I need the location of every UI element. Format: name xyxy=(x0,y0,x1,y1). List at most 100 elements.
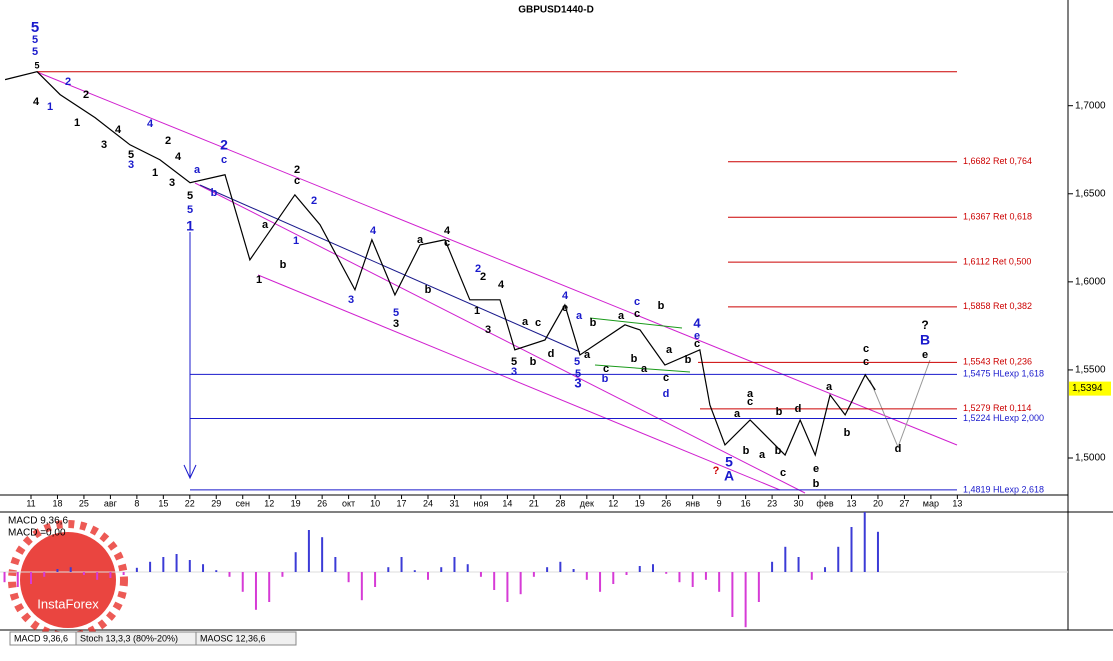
wave-label: 5 xyxy=(34,60,39,70)
x-tick-label: 13 xyxy=(846,498,856,508)
x-tick-label: 24 xyxy=(423,498,433,508)
wave-label: a xyxy=(618,310,625,322)
wave-label: c xyxy=(663,372,669,384)
wave-label: a xyxy=(194,164,201,176)
x-tick-label: 20 xyxy=(873,498,883,508)
wave-label: 3 xyxy=(348,294,354,306)
wave-label: 1 xyxy=(186,218,194,234)
wave-label: b xyxy=(211,187,218,199)
x-tick-label: 17 xyxy=(397,498,407,508)
wave-label: c xyxy=(863,343,869,355)
wave-label: b xyxy=(590,317,597,329)
tabs: MACD 9,36,6 Stoch 13,3,3 (80%-20%) MAOSC 1… xyxy=(9,631,297,646)
wave-label: 1 xyxy=(152,167,158,179)
wave-label: 4 xyxy=(147,118,154,130)
x-tick-label: 19 xyxy=(635,498,645,508)
wave-label: B xyxy=(920,332,930,348)
wave-label: c xyxy=(535,317,541,329)
trend-line xyxy=(199,184,581,353)
level-label: 1,6112 Ret 0,500 xyxy=(963,256,1031,266)
wave-label: b xyxy=(685,354,692,366)
wave-label: 2 xyxy=(475,263,481,275)
wave-label: e xyxy=(694,330,700,342)
x-tick-label: 12 xyxy=(264,498,274,508)
wave-label: 5 xyxy=(32,34,38,46)
wave-label: 2 xyxy=(311,195,317,207)
wave-label: c xyxy=(603,363,609,375)
wave-label: b xyxy=(658,300,665,312)
level-label: 1,5543 Ret 0,236 xyxy=(963,357,1032,367)
wave-label: 3 xyxy=(485,324,491,336)
wave-label: b xyxy=(280,259,287,271)
wave-label: b xyxy=(813,478,820,490)
wave-label: 4 xyxy=(370,225,377,237)
tab-label: Stoch 13,3,3 (80%-20%) xyxy=(80,633,178,643)
wave-label: 5 xyxy=(575,368,581,380)
wave-label: 3 xyxy=(128,159,134,171)
watermark: InstaForex xyxy=(37,596,99,611)
wave-label: 5 xyxy=(187,204,193,216)
wave-label: A xyxy=(724,468,734,484)
wave-label: 5 xyxy=(511,356,517,368)
wave-label: d xyxy=(795,403,802,415)
wave-label: 3 xyxy=(574,375,581,390)
x-tick-label: 19 xyxy=(291,498,301,508)
wave-label: c xyxy=(863,356,869,368)
wave-label: 4 xyxy=(175,151,182,163)
wave-label: 4 xyxy=(444,225,451,237)
x-tick-label: 21 xyxy=(529,498,539,508)
wave-label: a xyxy=(262,219,269,231)
wave-label: a xyxy=(666,344,673,356)
wave-label: 2 xyxy=(220,137,228,153)
wave-label: c xyxy=(780,467,786,479)
x-tick-label: 27 xyxy=(899,498,909,508)
wave-label: 4 xyxy=(33,96,40,108)
wave-label: b xyxy=(844,427,851,439)
wave-label: c xyxy=(634,296,640,308)
y-tick-label: 1,6500 xyxy=(1075,188,1106,199)
wave-label: b xyxy=(425,284,432,296)
wave-label: 1 xyxy=(474,305,480,317)
wave-label: 1 xyxy=(256,274,262,286)
wave-label: c xyxy=(444,237,450,249)
x-tick-label: 18 xyxy=(52,498,62,508)
channel-line xyxy=(194,182,806,494)
wave-label: 3 xyxy=(101,139,107,151)
wave-label: 3 xyxy=(393,318,399,330)
wave-label: 4 xyxy=(115,124,122,136)
triangle-line xyxy=(594,364,691,373)
y-tick-label: 1,6000 xyxy=(1075,276,1106,287)
wave-label: a xyxy=(747,388,754,400)
x-tick-label: окт xyxy=(342,498,355,508)
wave-label: b xyxy=(743,445,750,457)
wave-label: b xyxy=(530,356,537,368)
x-tick-label: 29 xyxy=(211,498,221,508)
wave-label: 1 xyxy=(47,101,53,113)
x-tick-label: 8 xyxy=(134,498,139,508)
wave-label: a xyxy=(641,363,648,375)
wave-label: 2 xyxy=(165,135,171,147)
indicator-value: MACD =0,00 xyxy=(8,528,66,539)
x-tick-label: 31 xyxy=(449,498,459,508)
wave-label: a xyxy=(826,381,833,393)
x-tick-label: 22 xyxy=(185,498,195,508)
x-tick-label: янв xyxy=(685,498,700,508)
wave-label: ? xyxy=(713,465,720,477)
wave-label: a xyxy=(584,349,591,361)
triangle-line xyxy=(589,317,683,329)
wave-label: 4 xyxy=(693,315,701,330)
wave-label: c xyxy=(694,338,700,350)
wave-label: 2 xyxy=(83,89,89,101)
x-tick-label: 14 xyxy=(502,498,512,508)
wave-label: a xyxy=(522,316,529,328)
x-tick-label: 9 xyxy=(717,498,722,508)
wave-label: 5 xyxy=(32,46,38,58)
x-tick-label: 16 xyxy=(741,498,751,508)
wave-label: e xyxy=(922,349,928,361)
x-tick-label: фев xyxy=(816,498,833,508)
level-label: 1,6682 Ret 0,764 xyxy=(963,156,1032,166)
wave-label: c xyxy=(294,175,300,187)
projection xyxy=(869,359,931,449)
chart-title: GBPUSD1440-D xyxy=(518,5,594,16)
